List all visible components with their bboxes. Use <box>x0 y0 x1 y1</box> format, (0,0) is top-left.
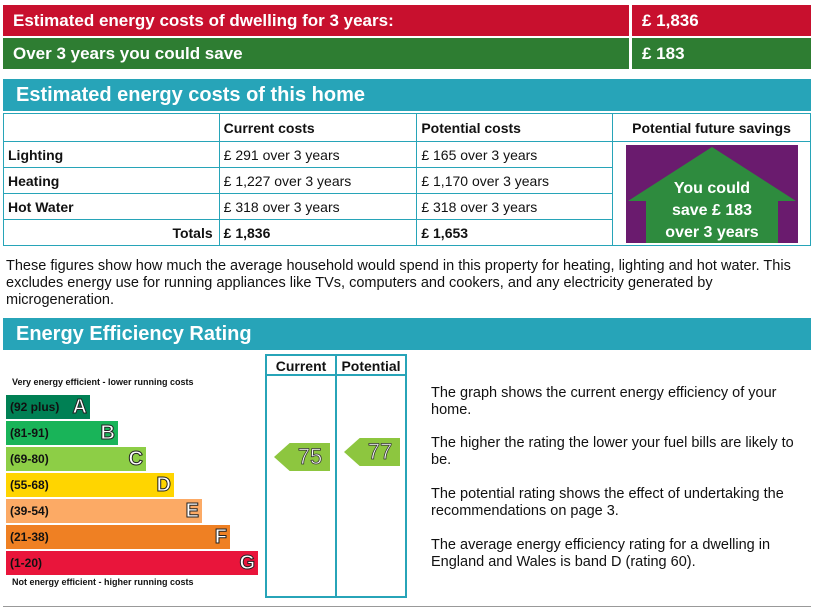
band-letter: E <box>185 499 199 522</box>
row-label: Lighting <box>3 141 220 168</box>
savings-value: £ 183 <box>642 43 685 63</box>
current-rating-value: 75 <box>297 444 323 470</box>
totals-label: Totals <box>3 219 220 246</box>
savings-badge-line1: You could <box>673 180 749 197</box>
band-range: (55-68) <box>10 478 49 492</box>
rating-band-e: (39-54) E <box>6 499 202 523</box>
bottom-divider <box>3 606 811 607</box>
savings-badge-line2: save £ 183 <box>671 202 751 219</box>
costs-explanation-text: These figures show how much the average … <box>6 258 791 308</box>
estimated-cost-value: £ 1,836 <box>642 10 699 30</box>
band-letter: D <box>156 473 171 496</box>
estimated-cost-banner: Estimated energy costs of dwelling for 3… <box>3 5 629 36</box>
totals-potential: £ 1,653 <box>416 219 614 246</box>
band-range: (39-54) <box>10 504 49 518</box>
rating-band-f: (21-38) F <box>6 525 230 549</box>
table-row: Heating £ 1,227 over 3 years £ 1,170 ove… <box>3 167 811 194</box>
table-header-row: Current costs Potential costs Potential … <box>3 113 811 142</box>
rating-description-4: The average energy efficiency rating for… <box>431 537 771 570</box>
efficient-scale-label: Very energy efficient - lower running co… <box>12 377 194 387</box>
header-potential-costs: Potential costs <box>416 113 614 142</box>
estimated-cost-label: Estimated energy costs of dwelling for 3… <box>13 10 394 30</box>
band-range: (69-80) <box>10 452 49 466</box>
potential-rating-value: 77 <box>367 439 393 465</box>
row-potential: £ 318 over 3 years <box>416 193 614 220</box>
column-header-divider <box>265 374 407 376</box>
band-letter: G <box>239 551 256 574</box>
row-potential: £ 1,170 over 3 years <box>416 167 614 194</box>
band-letter: C <box>128 447 143 470</box>
savings-label: Over 3 years you could save <box>13 43 243 63</box>
band-range: (92 plus) <box>10 400 60 414</box>
savings-cell: You could save £ 183 over 3 years <box>612 141 811 246</box>
totals-row: Totals £ 1,836 £ 1,653 <box>3 219 811 246</box>
row-label: Hot Water <box>3 193 220 220</box>
rating-description-1: The graph shows the current energy effic… <box>431 385 777 418</box>
table-row: Lighting £ 291 over 3 years £ 165 over 3… <box>3 141 811 246</box>
header-current-costs: Current costs <box>218 113 418 142</box>
rating-band-a: (92 plus) A <box>6 395 90 419</box>
band-letter: F <box>214 525 227 548</box>
header-potential-savings: Potential future savings <box>612 113 811 142</box>
row-current: £ 291 over 3 years <box>218 141 418 168</box>
rating-section-header: Energy Efficiency Rating <box>3 318 811 350</box>
row-label: Heating <box>3 167 220 194</box>
rating-description-2: The higher the rating the lower your fue… <box>431 435 794 468</box>
band-range: (81-91) <box>10 426 49 440</box>
band-letter: A <box>72 395 87 418</box>
row-potential: £ 165 over 3 years <box>416 141 614 168</box>
row-current: £ 1,227 over 3 years <box>218 167 418 194</box>
band-range: (1-20) <box>10 556 43 570</box>
current-column-header: Current <box>275 358 327 374</box>
rating-band-g: (1-20) G <box>6 551 258 575</box>
table-header-empty <box>3 113 220 142</box>
totals-current: £ 1,836 <box>218 219 418 246</box>
costs-section-header: Estimated energy costs of this home <box>3 79 811 111</box>
current-rating-column <box>265 354 337 598</box>
rating-description-3: The potential rating shows the effect of… <box>431 486 784 519</box>
savings-badge-line3: over 3 years <box>665 224 759 241</box>
savings-banner: Over 3 years you could save <box>3 38 629 69</box>
rating-band-b: (81-91) B <box>6 421 118 445</box>
rating-section-title: Energy Efficiency Rating <box>16 322 252 345</box>
savings-house-badge: You could save £ 183 over 3 years <box>625 144 798 243</box>
savings-value-box: £ 183 <box>632 38 811 69</box>
rating-band-c: (69-80) C <box>6 447 146 471</box>
band-letter: B <box>100 421 115 444</box>
rating-band-d: (55-68) D <box>6 473 174 497</box>
inefficient-scale-label: Not energy efficient - higher running co… <box>12 577 194 587</box>
potential-column-header: Potential <box>341 358 401 374</box>
row-current: £ 318 over 3 years <box>218 193 418 220</box>
potential-rating-column <box>335 354 407 598</box>
costs-section-title: Estimated energy costs of this home <box>16 83 365 106</box>
energy-costs-table: Current costs Potential costs Potential … <box>3 113 811 246</box>
house-icon <box>627 146 796 243</box>
band-range: (21-38) <box>10 530 49 544</box>
estimated-cost-value-box: £ 1,836 <box>632 5 811 36</box>
